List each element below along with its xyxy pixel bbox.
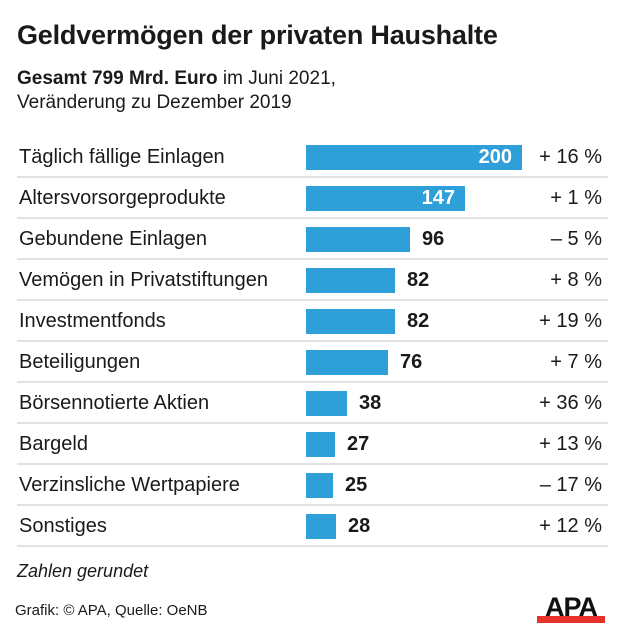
bar: [306, 268, 395, 293]
bar-row: Sonstiges 28 + 12 %: [17, 506, 608, 547]
value-label: 147: [421, 187, 455, 209]
category-label: Börsennotierte Aktien: [19, 392, 210, 414]
chart-title: Geldvermögen der privaten Haushalte: [17, 20, 498, 50]
category-label: Investmentfonds: [19, 310, 166, 332]
change-label: + 8 %: [550, 269, 602, 291]
bar: [306, 145, 522, 170]
chart-subtitle: Gesamt 799 Mrd. Euro im Juni 2021, Verän…: [17, 67, 336, 115]
change-label: + 16 %: [539, 146, 602, 168]
subtitle-date: im Juni 2021,: [217, 68, 336, 89]
bar: [306, 227, 410, 252]
change-label: – 5 %: [550, 228, 602, 250]
change-label: + 12 %: [539, 515, 602, 537]
bar: [306, 391, 347, 416]
bar-row: Verzinsliche Wertpapiere 25 – 17 %: [17, 465, 608, 506]
change-label: + 36 %: [539, 392, 602, 414]
change-label: + 13 %: [539, 433, 602, 455]
bar-row: Beteiligungen 76 + 7 %: [17, 342, 608, 383]
value-label: 27: [347, 433, 370, 455]
change-label: + 7 %: [550, 351, 602, 373]
bar: [306, 514, 336, 539]
value-label: 82: [407, 310, 430, 332]
change-label: + 19 %: [539, 310, 602, 332]
bar: [306, 186, 465, 211]
category-label: Gebundene Einlagen: [19, 228, 207, 250]
value-label: 28: [348, 515, 371, 537]
value-label: 76: [400, 351, 423, 373]
bar-row: Investmentfonds 82 + 19 %: [17, 301, 608, 342]
logo-red-bar: [537, 616, 605, 623]
value-label: 25: [345, 474, 368, 496]
bar-row: Börsennotierte Aktien 38 + 36 %: [17, 383, 608, 424]
category-label: Verzinsliche Wertpapiere: [19, 474, 240, 496]
bar-row: Bargeld 27 + 13 %: [17, 424, 608, 465]
bar-row: Altersvorsorgeprodukte 147 + 1 %: [17, 178, 608, 219]
value-label: 82: [407, 269, 430, 291]
bar: [306, 309, 395, 334]
value-label: 200: [478, 146, 512, 168]
category-label: Beteiligungen: [19, 351, 141, 373]
change-label: + 1 %: [550, 187, 602, 209]
value-label: 38: [359, 392, 382, 414]
subtitle-comparison: Veränderung zu Dezember 2019: [17, 92, 292, 113]
bar-row: Gebundene Einlagen 96 – 5 %: [17, 219, 608, 260]
source-credit: Grafik: © APA, Quelle: OeNB: [15, 602, 208, 619]
value-label: 96: [422, 228, 445, 250]
bar: [306, 432, 335, 457]
subtitle-total: Gesamt 799 Mrd. Euro: [17, 68, 218, 89]
bar: [306, 350, 388, 375]
change-label: – 17 %: [539, 474, 602, 496]
category-label: Sonstiges: [19, 515, 107, 537]
apa-logo: APA: [537, 592, 605, 623]
bar-row: Vemögen in Privatstiftungen 82 + 8 %: [17, 260, 608, 301]
category-label: Täglich fällige Einlagen: [19, 146, 225, 168]
footnote: Zahlen gerundet: [17, 561, 149, 581]
category-label: Vemögen in Privatstiftungen: [19, 269, 269, 291]
bar-chart: Täglich fällige Einlagen 200 + 16 % Altersv…: [0, 137, 620, 549]
bar: [306, 473, 333, 498]
category-label: Bargeld: [19, 433, 88, 455]
bar-row: Täglich fällige Einlagen 200 + 16 %: [17, 137, 608, 178]
category-label: Altersvorsorgeprodukte: [19, 187, 226, 209]
